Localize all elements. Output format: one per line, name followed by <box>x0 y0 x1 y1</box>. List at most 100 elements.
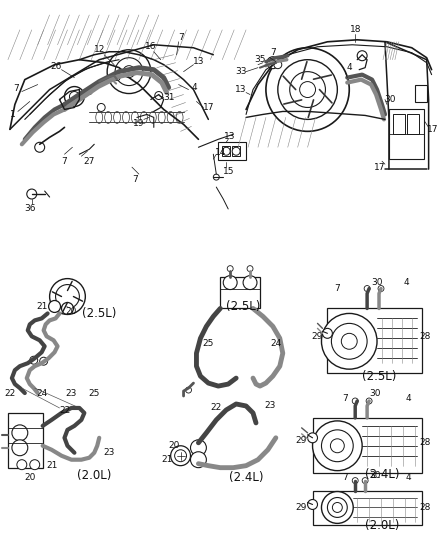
Text: (2.5L): (2.5L) <box>82 307 116 320</box>
Text: 20: 20 <box>66 307 77 316</box>
Text: 23: 23 <box>103 448 115 457</box>
Circle shape <box>123 66 134 78</box>
Text: 20: 20 <box>168 441 179 450</box>
Bar <box>312 490 421 526</box>
Ellipse shape <box>149 111 156 123</box>
Text: (2.5L): (2.5L) <box>226 300 260 313</box>
Circle shape <box>340 333 357 349</box>
Bar <box>388 109 423 159</box>
Text: 36: 36 <box>24 205 35 213</box>
Text: 23: 23 <box>264 401 275 410</box>
Text: 4: 4 <box>346 63 351 72</box>
Circle shape <box>277 60 336 119</box>
Circle shape <box>363 286 369 292</box>
Text: 13: 13 <box>235 85 246 94</box>
Text: 14: 14 <box>214 148 226 157</box>
Circle shape <box>312 421 361 471</box>
Circle shape <box>307 499 317 510</box>
Text: 13: 13 <box>192 57 204 66</box>
Circle shape <box>377 286 383 292</box>
Text: 28: 28 <box>418 332 429 341</box>
Bar <box>406 115 418 134</box>
Bar <box>220 277 259 309</box>
Ellipse shape <box>158 111 165 123</box>
Circle shape <box>332 503 342 512</box>
Text: 16: 16 <box>145 42 156 51</box>
Text: 12: 12 <box>93 45 105 54</box>
Text: 7: 7 <box>61 157 67 166</box>
Text: 29: 29 <box>294 503 306 512</box>
Circle shape <box>86 88 92 94</box>
Circle shape <box>190 440 206 456</box>
Bar <box>327 309 421 373</box>
Circle shape <box>361 478 367 483</box>
Circle shape <box>190 452 206 467</box>
Text: 28: 28 <box>418 438 429 447</box>
Circle shape <box>223 276 237 289</box>
Ellipse shape <box>104 111 111 123</box>
Bar <box>232 146 240 156</box>
Circle shape <box>351 478 357 483</box>
Circle shape <box>35 142 45 152</box>
Text: 4: 4 <box>191 83 197 92</box>
Text: 24: 24 <box>36 389 47 398</box>
Circle shape <box>322 328 332 338</box>
Text: 30: 30 <box>368 389 380 398</box>
Ellipse shape <box>95 111 102 123</box>
Circle shape <box>321 313 376 369</box>
Circle shape <box>273 61 281 69</box>
Circle shape <box>49 301 60 312</box>
Text: (2.5L): (2.5L) <box>361 369 396 383</box>
Bar <box>312 418 421 473</box>
Circle shape <box>56 285 79 309</box>
Circle shape <box>331 324 366 359</box>
Text: 21: 21 <box>36 302 47 311</box>
Ellipse shape <box>140 111 147 123</box>
Circle shape <box>17 459 27 470</box>
Circle shape <box>30 459 39 470</box>
Circle shape <box>330 439 343 453</box>
Text: 20: 20 <box>24 473 35 482</box>
Text: 7: 7 <box>132 175 138 183</box>
Ellipse shape <box>131 111 138 123</box>
Text: 7: 7 <box>269 48 275 57</box>
Circle shape <box>107 50 151 93</box>
Text: 21: 21 <box>46 461 57 470</box>
Circle shape <box>321 430 353 462</box>
Text: 4: 4 <box>403 278 409 287</box>
Circle shape <box>69 92 79 101</box>
Circle shape <box>61 303 73 314</box>
Text: 35: 35 <box>254 55 265 64</box>
Circle shape <box>27 189 37 199</box>
Text: 7: 7 <box>13 84 19 93</box>
Text: 13: 13 <box>224 132 235 141</box>
Bar <box>414 85 426 102</box>
Circle shape <box>357 51 366 61</box>
Text: 17: 17 <box>202 103 214 112</box>
Text: 4: 4 <box>405 393 411 402</box>
Text: 22: 22 <box>210 403 222 413</box>
Bar <box>218 142 246 160</box>
Text: 28: 28 <box>418 503 429 512</box>
Text: 1: 1 <box>10 110 16 119</box>
Circle shape <box>299 82 315 98</box>
Circle shape <box>30 356 38 364</box>
Text: 15: 15 <box>223 167 234 176</box>
Text: 23: 23 <box>66 389 77 398</box>
Text: (2.4L): (2.4L) <box>228 471 263 484</box>
Text: (2.0L): (2.0L) <box>77 469 111 482</box>
Text: 26: 26 <box>50 62 61 71</box>
Circle shape <box>227 265 233 272</box>
Text: 4: 4 <box>405 473 411 482</box>
Circle shape <box>155 92 162 100</box>
Circle shape <box>351 398 357 404</box>
Circle shape <box>115 58 142 86</box>
Text: 17: 17 <box>374 163 385 172</box>
Circle shape <box>307 433 317 443</box>
Circle shape <box>321 491 353 523</box>
Circle shape <box>222 147 230 155</box>
Ellipse shape <box>167 111 174 123</box>
Circle shape <box>365 398 371 404</box>
Text: (2.4L): (2.4L) <box>364 468 398 481</box>
Text: 18: 18 <box>349 26 360 34</box>
